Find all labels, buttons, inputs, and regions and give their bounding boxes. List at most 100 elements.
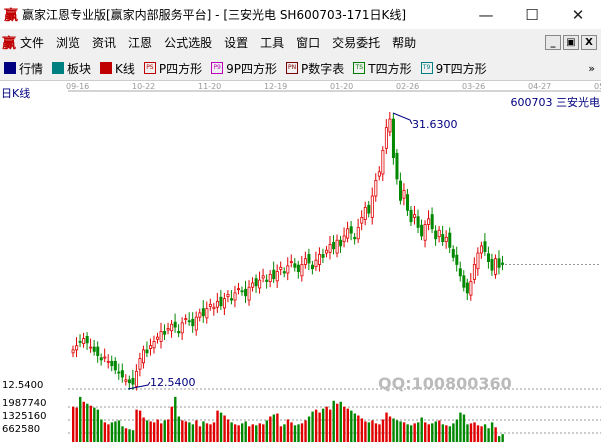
volume-bar bbox=[318, 412, 321, 442]
candle-body bbox=[78, 340, 82, 343]
candle-body bbox=[370, 195, 374, 218]
candle-body bbox=[201, 308, 205, 317]
candle-body bbox=[251, 282, 255, 288]
toolbar-button[interactable]: PN P数字表 bbox=[286, 60, 344, 77]
candle-body bbox=[318, 254, 322, 265]
volume-bar bbox=[332, 400, 335, 442]
volume-bar bbox=[202, 421, 205, 442]
candle-body bbox=[240, 290, 244, 293]
candle-body bbox=[156, 336, 160, 340]
candle-body bbox=[335, 239, 339, 254]
minimize-button[interactable]: — bbox=[478, 5, 494, 24]
toolbar-button[interactable]: 行情 bbox=[4, 60, 43, 77]
volume-bar bbox=[237, 425, 240, 442]
candle-body bbox=[462, 275, 466, 288]
toolbar-button[interactable]: 板块 bbox=[52, 60, 91, 77]
menu-item[interactable]: 窗口 bbox=[296, 36, 321, 50]
menu-item[interactable]: 公式选股 bbox=[164, 36, 213, 50]
menu-item[interactable]: 浏览 bbox=[56, 36, 81, 50]
volume-bar bbox=[353, 413, 357, 442]
candle-body bbox=[191, 318, 195, 327]
toolbar-button[interactable]: P9 9P四方形 bbox=[211, 60, 277, 77]
candle-body bbox=[416, 216, 420, 228]
price-low-label: 12.5400 bbox=[2, 380, 43, 391]
volume-bar bbox=[121, 426, 124, 442]
menu-item[interactable]: 工具 bbox=[260, 36, 285, 50]
p9-icon: P9 bbox=[211, 62, 224, 74]
candle-body bbox=[413, 214, 417, 218]
volume-bar bbox=[219, 412, 223, 442]
candle-body bbox=[180, 322, 184, 334]
candles-icon bbox=[100, 62, 113, 74]
candle-body bbox=[434, 230, 438, 240]
candle-body bbox=[127, 379, 131, 384]
candle-body bbox=[388, 118, 392, 133]
volume-bar bbox=[100, 419, 103, 442]
volume-bar bbox=[459, 412, 462, 442]
candle-body bbox=[501, 262, 505, 265]
toolbar-button[interactable]: T9 9T四方形 bbox=[420, 60, 487, 77]
volume-bar bbox=[293, 425, 297, 442]
candle-body bbox=[349, 226, 353, 234]
date-tick: 02-26 bbox=[396, 82, 419, 91]
candle-body bbox=[205, 308, 209, 319]
candle-body bbox=[441, 234, 445, 243]
app-logo: 赢 bbox=[4, 7, 18, 24]
volume-bar bbox=[198, 426, 202, 442]
toolbar-button[interactable]: PS P四方形 bbox=[143, 60, 202, 77]
candle-body bbox=[272, 269, 276, 280]
volume-bar bbox=[255, 425, 258, 442]
candle-body bbox=[279, 266, 283, 270]
ts-icon: TS bbox=[353, 62, 366, 74]
menu-item[interactable]: 帮助 bbox=[392, 36, 417, 50]
volume-bar bbox=[290, 422, 293, 442]
menu-item[interactable]: 设置 bbox=[224, 36, 249, 50]
date-tick: 09-16 bbox=[66, 82, 89, 91]
volume-bar bbox=[416, 422, 420, 442]
candle-body bbox=[71, 349, 75, 354]
watermark-qq: QQ:100800360 bbox=[378, 374, 512, 393]
candle-body bbox=[353, 236, 357, 240]
candle-body bbox=[437, 229, 441, 238]
volume-bar bbox=[258, 423, 261, 442]
candle-body bbox=[163, 331, 167, 335]
volume-bar bbox=[452, 423, 455, 442]
maximize-button[interactable]: ☐ bbox=[525, 5, 539, 24]
menu-item[interactable]: 交易委托 bbox=[332, 36, 381, 50]
high-marker bbox=[392, 112, 413, 125]
candle-body bbox=[377, 171, 381, 177]
volume-bar bbox=[184, 421, 188, 442]
menu-item[interactable]: 文件 bbox=[20, 36, 45, 50]
volume-bar bbox=[469, 423, 473, 442]
mdi-minimize-button[interactable]: _ bbox=[545, 35, 561, 50]
menu-item[interactable]: 资讯 bbox=[92, 36, 117, 50]
kline-chart[interactable]: 日K线 09-16 10-22 11-20 12-19 01-20 02-26 03-26 04… bbox=[0, 81, 601, 442]
volume-bar bbox=[142, 417, 145, 442]
low-annotation: 12.5400 bbox=[150, 376, 196, 389]
candle-body bbox=[215, 301, 219, 308]
volume-bar bbox=[336, 403, 339, 442]
toolbar-label: T四方形 bbox=[368, 61, 412, 76]
toolbar-button[interactable]: K线 bbox=[100, 60, 135, 77]
candle-body bbox=[444, 236, 448, 243]
volume-bar bbox=[170, 406, 173, 442]
volume-bar bbox=[114, 421, 117, 442]
volume-bar bbox=[392, 418, 395, 442]
date-tick: 10-22 bbox=[132, 82, 155, 91]
close-button[interactable]: ✕ bbox=[571, 5, 585, 24]
date-tick: 11-20 bbox=[198, 82, 221, 91]
candle-body bbox=[134, 370, 138, 387]
mdi-close-button[interactable]: X bbox=[581, 35, 597, 50]
toolbar-button[interactable]: TS T四方形 bbox=[353, 60, 412, 77]
volume-bar bbox=[321, 408, 325, 442]
volume-bar bbox=[431, 423, 434, 442]
mdi-restore-button[interactable]: ▣ bbox=[563, 35, 579, 50]
menu-item[interactable]: 江恩 bbox=[128, 36, 153, 50]
candle-body bbox=[381, 150, 385, 175]
candle-body bbox=[398, 180, 402, 201]
volume-bar bbox=[209, 424, 212, 442]
more-chevron-icon[interactable]: » bbox=[588, 61, 595, 75]
volume-bar bbox=[367, 422, 371, 442]
candle-body bbox=[82, 338, 86, 344]
blocks-icon bbox=[52, 62, 65, 74]
